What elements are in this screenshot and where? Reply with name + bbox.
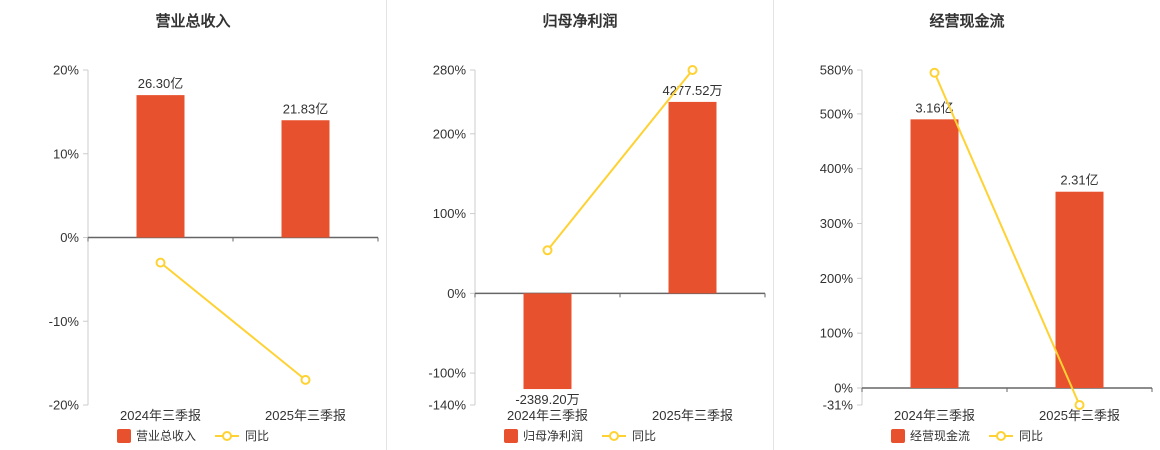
bar-value-label: 21.83亿: [283, 101, 329, 116]
yoy-line-marker[interactable]: [155, 257, 166, 268]
y-tick-label: 10%: [53, 146, 79, 161]
x-category-label: 2024年三季报: [894, 408, 975, 423]
legend: 经营现金流 同比: [774, 427, 1160, 444]
bar-1[interactable]: [523, 293, 572, 390]
legend: 营业总收入 同比: [0, 427, 386, 444]
chart-panel-3: 经营现金流 580% 500% 400% 300% 200% 100% 0% -31% 3.16亿…: [773, 0, 1160, 450]
y-tick-label: -10%: [49, 314, 80, 329]
x-category-label: 2025年三季报: [652, 408, 733, 423]
yoy-line: [933, 72, 1081, 406]
legend: 归母净利润 同比: [387, 427, 773, 444]
bar-2[interactable]: [1055, 191, 1104, 389]
y-tick-label: 200%: [820, 271, 854, 286]
bar-value-label: 3.16亿: [915, 100, 953, 115]
bar-value-label: 26.30亿: [138, 76, 184, 91]
bar-2[interactable]: [668, 101, 717, 294]
bar-series-swatch-icon: [116, 428, 131, 443]
legend-yoy-label: 同比: [245, 429, 270, 443]
y-tick-label: 300%: [820, 216, 854, 231]
yoy-line-marker[interactable]: [929, 67, 940, 78]
chart-canvas: 20% 10% 0% -10% -20% 26.30亿 21.83亿 2024年三季报 2025…: [49, 63, 379, 423]
legend-item-yoy[interactable]: 同比: [988, 427, 1043, 444]
y-tick-label: -140%: [428, 398, 466, 413]
yoy-line-marker[interactable]: [542, 245, 553, 256]
y-tick-label: 0%: [834, 381, 853, 396]
y-tick-label: 100%: [433, 206, 467, 221]
yoy-line-icon: [989, 430, 1013, 441]
yoy-line-marker[interactable]: [687, 65, 698, 75]
legend-bar-label: 营业总收入: [135, 429, 196, 443]
y-tick-label: 500%: [820, 106, 854, 121]
y-tick-label: 20%: [53, 63, 79, 78]
x-category-label: 2024年三季报: [507, 408, 588, 423]
yoy-line: [546, 69, 694, 251]
x-category-label: 2025年三季报: [265, 408, 346, 423]
y-tick-label: -20%: [49, 398, 80, 413]
y-tick-label: 0%: [60, 230, 79, 245]
y-tick-label: 400%: [820, 161, 854, 176]
yoy-line-marker[interactable]: [300, 374, 311, 385]
bar-1[interactable]: [136, 95, 185, 238]
y-tick-label: 200%: [433, 126, 467, 141]
legend-yoy-label: 同比: [1019, 429, 1044, 443]
legend-bar-label: 归母净利润: [522, 429, 583, 443]
legend-item-series[interactable]: 营业总收入: [116, 427, 196, 444]
y-tick-label: 580%: [820, 63, 854, 78]
legend-item-yoy[interactable]: 同比: [214, 427, 269, 444]
y-tick-label: 100%: [820, 326, 854, 341]
y-tick-label: -31%: [823, 398, 854, 413]
legend-item-series[interactable]: 归母净利润: [503, 427, 583, 444]
y-tick-label: 0%: [447, 286, 466, 301]
bar-series-swatch-icon: [503, 428, 518, 443]
legend-bar-label: 经营现金流: [909, 429, 970, 443]
chart-canvas: 280% 200% 100% 0% -100% -140% -2389.20万 4277.52…: [428, 63, 766, 423]
chart-panel-1: 营业总收入 20% 10% 0% -10% -20% 26.30亿 21.83亿 2024年三季…: [0, 0, 386, 450]
bar-1[interactable]: [910, 119, 959, 389]
x-category-label: 2025年三季报: [1039, 408, 1120, 423]
x-category-label: 2024年三季报: [120, 408, 201, 423]
yoy-line-marker[interactable]: [1074, 400, 1085, 410]
yoy-line-icon: [602, 430, 626, 441]
bar-value-label: -2389.20万: [515, 392, 579, 407]
legend-item-yoy[interactable]: 同比: [601, 427, 656, 444]
y-tick-label: -100%: [428, 366, 466, 381]
y-tick-label: 280%: [433, 63, 467, 78]
bar-value-label: 2.31亿: [1060, 173, 1098, 188]
yoy-line: [159, 261, 307, 381]
bar-value-label: 4277.52万: [663, 83, 723, 98]
chart-panel-2: 归母净利润 280% 200% 100% 0% -100% -140% -2389.20万 42…: [386, 0, 773, 450]
chart-canvas: 580% 500% 400% 300% 200% 100% 0% -31% 3.16亿 2.31亿…: [820, 63, 1153, 423]
legend-item-series[interactable]: 经营现金流: [890, 427, 970, 444]
yoy-line-icon: [215, 430, 239, 441]
bar-series-swatch-icon: [890, 428, 905, 443]
bar-2[interactable]: [281, 120, 330, 238]
legend-yoy-label: 同比: [632, 429, 657, 443]
